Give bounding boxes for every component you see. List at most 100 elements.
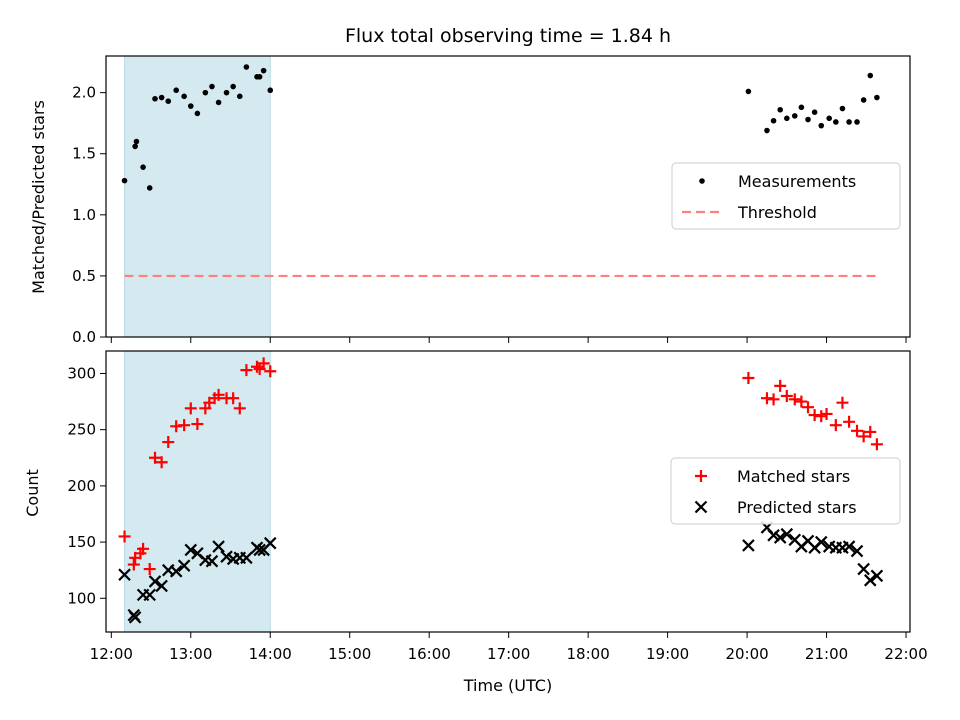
- top-y-tick-label: 2.0: [72, 84, 96, 102]
- top-series-measurements: [121, 64, 880, 191]
- data-point: [777, 106, 783, 113]
- data-point: [209, 83, 215, 90]
- data-point: [864, 425, 877, 438]
- data-point: [808, 409, 821, 422]
- data-point: [870, 569, 884, 583]
- data-point: [850, 544, 864, 558]
- data-point: [742, 539, 755, 552]
- data-point: [194, 110, 201, 117]
- data-point: [820, 407, 833, 420]
- data-point: [770, 117, 777, 124]
- data-point: [818, 122, 825, 129]
- data-point: [742, 371, 755, 384]
- data-point: [173, 87, 180, 94]
- top-axes-frame: [105, 55, 911, 338]
- x-tick-label: 14:00: [249, 645, 292, 663]
- x-axis-label: Time (UTC): [463, 676, 552, 695]
- bottom-y-tick-label: 100: [67, 589, 96, 607]
- data-point: [133, 138, 140, 145]
- data-point: [802, 401, 815, 414]
- top-y-tick-label: 1.5: [72, 145, 96, 163]
- data-point: [264, 365, 277, 378]
- bottom-y-tick-label: 250: [67, 421, 96, 439]
- data-point: [230, 83, 236, 90]
- legend-label: Threshold: [737, 203, 817, 222]
- data-point: [267, 87, 274, 94]
- x-tick-label: 16:00: [408, 645, 451, 663]
- data-point: [805, 116, 811, 123]
- x-tick-label: 17:00: [487, 645, 530, 663]
- data-point: [860, 97, 867, 103]
- data-point: [143, 588, 156, 602]
- data-point: [791, 113, 798, 119]
- top-y-tick-label: 0.5: [72, 267, 96, 285]
- data-point: [842, 540, 856, 553]
- legend-swatch: [694, 500, 708, 514]
- bottom-y-tick-label: 200: [67, 477, 96, 495]
- data-point: [187, 103, 194, 109]
- data-point: [811, 109, 818, 115]
- top-panel: 0.0 0.5 1.0 1.5 2.0 Measurements Threshold: [72, 55, 911, 346]
- y-axis-label-top: Matched/Predicted stars: [29, 100, 48, 294]
- data-point: [863, 574, 877, 587]
- data-point: [233, 402, 246, 415]
- data-point: [263, 536, 277, 550]
- data-point: [857, 562, 870, 576]
- bottom-legend: Matched stars Predicted stars: [670, 457, 901, 525]
- x-tick-label: 21:00: [805, 645, 848, 663]
- top-y-tick-label: 1.0: [72, 206, 96, 224]
- data-point: [205, 554, 219, 568]
- data-point: [250, 360, 263, 373]
- legend-box: [670, 457, 901, 525]
- data-point: [839, 105, 846, 112]
- data-point: [184, 402, 197, 415]
- data-point: [162, 436, 175, 449]
- data-point: [833, 119, 839, 125]
- data-point: [784, 115, 790, 122]
- data-point: [178, 419, 191, 432]
- data-point: [149, 451, 162, 464]
- x-tick-label: 22:00: [884, 645, 927, 663]
- legend-swatch: [699, 178, 705, 184]
- data-point: [814, 535, 828, 549]
- data-point: [843, 415, 856, 428]
- data-point: [212, 388, 225, 401]
- x-tick-label: 19:00: [646, 645, 689, 663]
- data-point: [128, 611, 142, 624]
- x-tick-label: 13:00: [169, 645, 212, 663]
- data-point: [253, 543, 266, 557]
- data-point: [798, 104, 805, 111]
- bottom-panel: 100 150 200 250 300 12:00 13:00 14:00 15:00 16:00…: [67, 350, 928, 663]
- data-point: [227, 392, 240, 405]
- data-point: [857, 430, 870, 443]
- x-tick-label: 12:00: [90, 645, 133, 663]
- data-point: [260, 67, 267, 74]
- data-point: [127, 558, 140, 571]
- data-point: [118, 568, 131, 581]
- legend-swatch: [695, 470, 707, 482]
- bottom-y-tick-label: 150: [67, 533, 96, 551]
- data-point: [215, 99, 222, 106]
- x-tick-label: 15:00: [328, 645, 371, 663]
- data-point: [256, 73, 263, 80]
- data-point: [851, 424, 864, 437]
- data-point: [764, 127, 770, 134]
- bottom-y-tick-label: 300: [67, 364, 96, 382]
- bottom-highlight-span: [124, 350, 271, 633]
- chart-title: Flux total observing time = 1.84 h: [345, 25, 671, 47]
- data-point: [867, 72, 874, 79]
- data-point: [243, 64, 250, 70]
- x-tick-label: 18:00: [567, 645, 610, 663]
- data-point: [795, 395, 808, 408]
- data-point: [169, 565, 183, 578]
- data-point: [854, 119, 860, 125]
- data-point: [773, 531, 787, 544]
- bottom-series-matched-stars: [118, 357, 883, 576]
- data-point: [181, 93, 187, 100]
- data-point: [212, 540, 225, 553]
- data-point: [165, 98, 172, 105]
- data-point: [118, 530, 131, 543]
- data-point: [155, 579, 168, 593]
- data-point: [767, 393, 780, 406]
